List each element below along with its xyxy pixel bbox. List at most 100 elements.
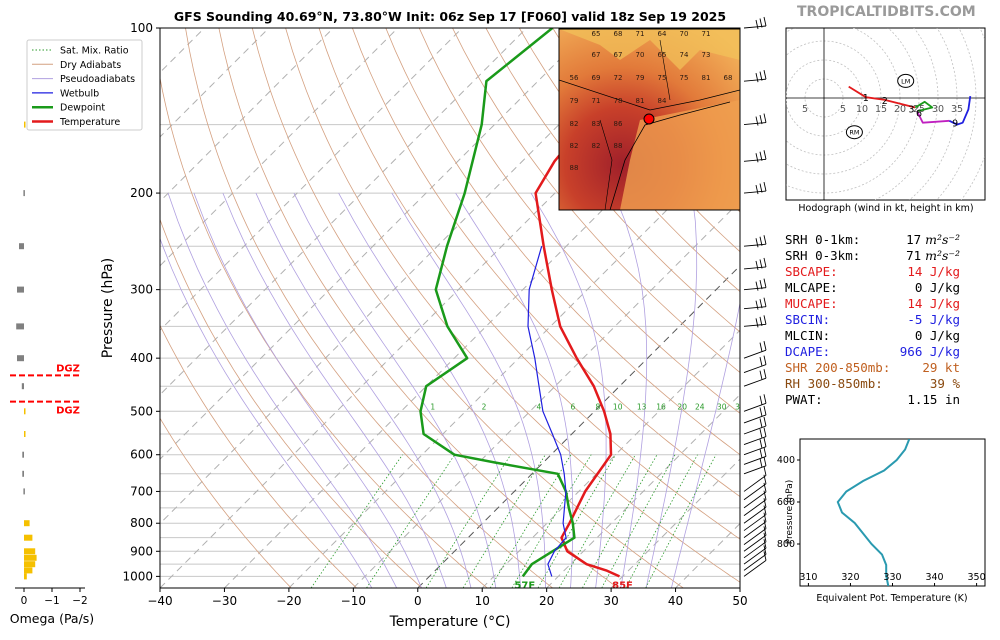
x-tick-label: 0 <box>414 594 422 608</box>
parameter-value-number: 71 <box>906 248 921 263</box>
y-tick-label: 300 <box>130 283 153 297</box>
hodograph-height-label: 9 <box>952 119 958 130</box>
parameter-row: SRH 0-3km:71 m²s⁻² <box>785 248 960 264</box>
mixing-ratio-label: 24 <box>695 402 705 411</box>
parameter-value-number: 966 J/kg <box>900 344 960 359</box>
hodograph-height-label: 1 <box>863 93 869 104</box>
omega-bar <box>24 408 26 414</box>
mixing-ratio-line <box>463 455 545 588</box>
map-temperature-label: 64 <box>658 30 667 38</box>
map-temperature-label: 79 <box>570 97 579 105</box>
omega-tick-label: −2 <box>72 595 87 607</box>
mixing-ratio-line <box>512 455 591 588</box>
parameter-label: MLCIN: <box>785 328 830 344</box>
omega-bar <box>24 555 37 561</box>
y-tick-label: 200 <box>130 186 153 200</box>
isotherm <box>0 28 11 588</box>
y-tick-label: 500 <box>130 404 153 418</box>
parameter-row: SHR 200-850mb:29 kt <box>785 360 960 376</box>
chart-title: GFS Sounding 40.69°N, 73.80°W Init: 06z … <box>174 9 726 24</box>
hodograph-height-label: 2 <box>882 96 888 107</box>
dry-adiabat <box>152 28 487 588</box>
parameter-row: RH 300-850mb:39 % <box>785 376 960 392</box>
mixing-ratio-label: 20 <box>677 402 687 411</box>
map-temperature-label: 67 <box>614 51 623 59</box>
omega-bar <box>16 323 24 329</box>
surface-dewpoint-label: 57F <box>514 580 535 591</box>
parameter-unit: m²s⁻² <box>921 248 960 263</box>
theta-e-x-tick-label: 310 <box>799 572 817 583</box>
wind-barb <box>744 70 766 82</box>
parameter-label: PWAT: <box>785 392 823 408</box>
parameter-label: SBCIN: <box>785 312 830 328</box>
omega-bar <box>24 561 35 567</box>
pseudoadiabat <box>168 193 397 588</box>
hodograph-ring-label: 35 <box>951 104 963 115</box>
map-temperature-label: 83 <box>592 120 601 128</box>
theta-e-frame <box>800 439 985 586</box>
theta-e-y-tick-label: 400 <box>777 455 795 466</box>
parameter-value: 0 J/kg <box>915 328 960 344</box>
wind-barb <box>744 182 766 194</box>
x-tick-label: 40 <box>668 594 683 608</box>
pseudoadiabat <box>223 193 446 588</box>
parameter-label: SBCAPE: <box>785 264 838 280</box>
location-marker <box>644 114 654 124</box>
wind-barb <box>744 279 766 291</box>
map-temperature-label: 86 <box>614 120 623 128</box>
parameter-value-number: 14 J/kg <box>907 296 960 311</box>
map-temperature-label: 82 <box>592 142 601 150</box>
theta-e-xlabel: Equivalent Pot. Temperature (K) <box>816 593 967 604</box>
map-temperature-label: 84 <box>658 97 667 105</box>
map-temperature-label: 71 <box>636 30 645 38</box>
parameter-label: MLCAPE: <box>785 280 838 296</box>
y-tick-label: 400 <box>130 351 153 365</box>
legend-label: Sat. Mix. Ratio <box>60 46 129 57</box>
parameter-value-number: 14 J/kg <box>907 264 960 279</box>
parameter-value-number: 1.15 in <box>907 392 960 407</box>
parameter-label: MUCAPE: <box>785 296 838 312</box>
parameter-row: DCAPE:966 J/kg <box>785 344 960 360</box>
mixing-ratio-label: 6 <box>571 402 576 411</box>
parameter-value-number: 0 J/kg <box>915 280 960 295</box>
x-tick-label: −20 <box>276 594 301 608</box>
map-temperature-label: 65 <box>592 30 601 38</box>
y-axis-label: Pressure (hPa) <box>100 258 116 358</box>
series-dewpoint-line <box>421 28 575 576</box>
map-temperature-label: 74 <box>680 51 689 59</box>
omega-bar <box>22 383 24 389</box>
theta-e-x-tick-label: 320 <box>841 572 859 583</box>
surface-temperature-label: 85F <box>612 580 633 591</box>
legend-label: Dewpoint <box>60 103 105 114</box>
mixing-ratio-line <box>626 455 698 588</box>
omega-tick-label: 0 <box>21 595 28 607</box>
theta-e-x-tick-label: 350 <box>968 572 986 583</box>
parameter-label: SRH 0-1km: <box>785 232 860 248</box>
pseudoadiabat <box>456 193 573 588</box>
pseudoadiabat <box>256 193 471 588</box>
parameter-row: MUCAPE: 14 J/kg <box>785 296 960 312</box>
map-temperature-label: 70 <box>636 51 645 59</box>
parameter-row: MLCIN: 0 J/kg <box>785 328 960 344</box>
x-tick-label: 20 <box>539 594 554 608</box>
map-temperature-label: 68 <box>724 74 733 82</box>
dry-adiabat <box>119 28 422 588</box>
x-tick-label: −40 <box>147 594 172 608</box>
y-tick-label: 600 <box>130 448 153 462</box>
map-temperature-label: 70 <box>680 30 689 38</box>
y-tick-label: 100 <box>130 21 153 35</box>
legend-label: Dry Adiabats <box>60 60 121 71</box>
omega-bar <box>17 355 24 361</box>
theta-e-x-tick-label: 330 <box>883 572 901 583</box>
parameter-value-number: 39 % <box>930 376 960 391</box>
wind-barb <box>744 447 766 464</box>
wind-barb <box>744 235 766 247</box>
mixing-ratio-label: 30 <box>717 402 727 411</box>
wind-barb <box>744 315 766 327</box>
hodograph-caption: Hodograph (wind in kt, height in km) <box>788 203 984 214</box>
parameter-value: -5 J/kg <box>907 312 960 328</box>
